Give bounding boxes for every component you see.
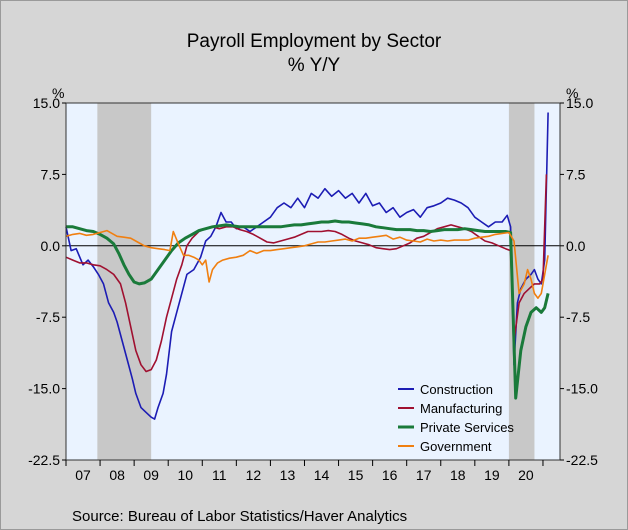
y-tick-label-left: 0.0 — [41, 238, 61, 254]
x-tick-label: 12 — [246, 467, 262, 483]
series-line-private-services — [66, 219, 550, 400]
legend-label-private-services: Private Services — [420, 420, 514, 435]
plot-border — [65, 102, 561, 461]
x-tick-label: 20 — [518, 467, 534, 483]
y-tick-label-left: 15.0 — [33, 95, 60, 111]
y-tick-label-left: -15.0 — [28, 381, 60, 397]
y-axis-label-right: % — [566, 85, 578, 101]
recession-band-1 — [97, 103, 152, 460]
axes: 15.0 15.0 7.5 7.5 0.0 0.0 -7.5 -7.5 -15.0 -15.0 -2… — [28, 85, 598, 483]
x-tick-label: 08 — [109, 467, 125, 483]
y-tick-label-right: 7.5 — [566, 166, 586, 182]
y-tick-label-left: -22.5 — [28, 452, 60, 468]
y-axis-label-left: % — [52, 85, 64, 101]
series-lines — [65, 112, 550, 420]
legend-label-manufacturing: Manufacturing — [420, 401, 502, 416]
x-tick-label: 14 — [314, 467, 330, 483]
x-tick-label: 10 — [177, 467, 193, 483]
y-tick-label-right: 0.0 — [566, 238, 586, 254]
x-tick-label: 07 — [75, 467, 91, 483]
y-tick-label-right: -15.0 — [566, 381, 598, 397]
chart-subtitle: % Y/Y — [287, 55, 341, 76]
y-tick-label-right: 15.0 — [566, 95, 593, 111]
recession-shading — [97, 103, 535, 460]
y-tick-label-right: -7.5 — [566, 309, 590, 325]
x-tick-label: 15 — [348, 467, 364, 483]
x-tick-label: 09 — [143, 467, 159, 483]
series-line-construction — [65, 112, 549, 420]
x-tick-label: 13 — [280, 467, 296, 483]
x-tick-label: 11 — [212, 467, 227, 483]
x-tick-label: 19 — [484, 467, 500, 483]
legend: Construction Manufacturing Private Service… — [398, 382, 514, 454]
legend-label-government: Government — [420, 439, 492, 454]
y-tick-label-left: 7.5 — [41, 166, 61, 182]
chart-title: Payroll Employment by Sector — [186, 31, 442, 52]
y-tick-label-left: -7.5 — [36, 309, 60, 325]
legend-label-construction: Construction — [420, 382, 493, 397]
x-tick-label: 18 — [450, 467, 466, 483]
series-line-government — [65, 229, 549, 299]
source-note: Source: Bureau of Labor Statistics/Haver… — [72, 508, 408, 525]
x-tick-label: 17 — [416, 467, 432, 483]
x-tick-label: 16 — [382, 467, 398, 483]
y-tick-label-right: -22.5 — [566, 452, 598, 468]
